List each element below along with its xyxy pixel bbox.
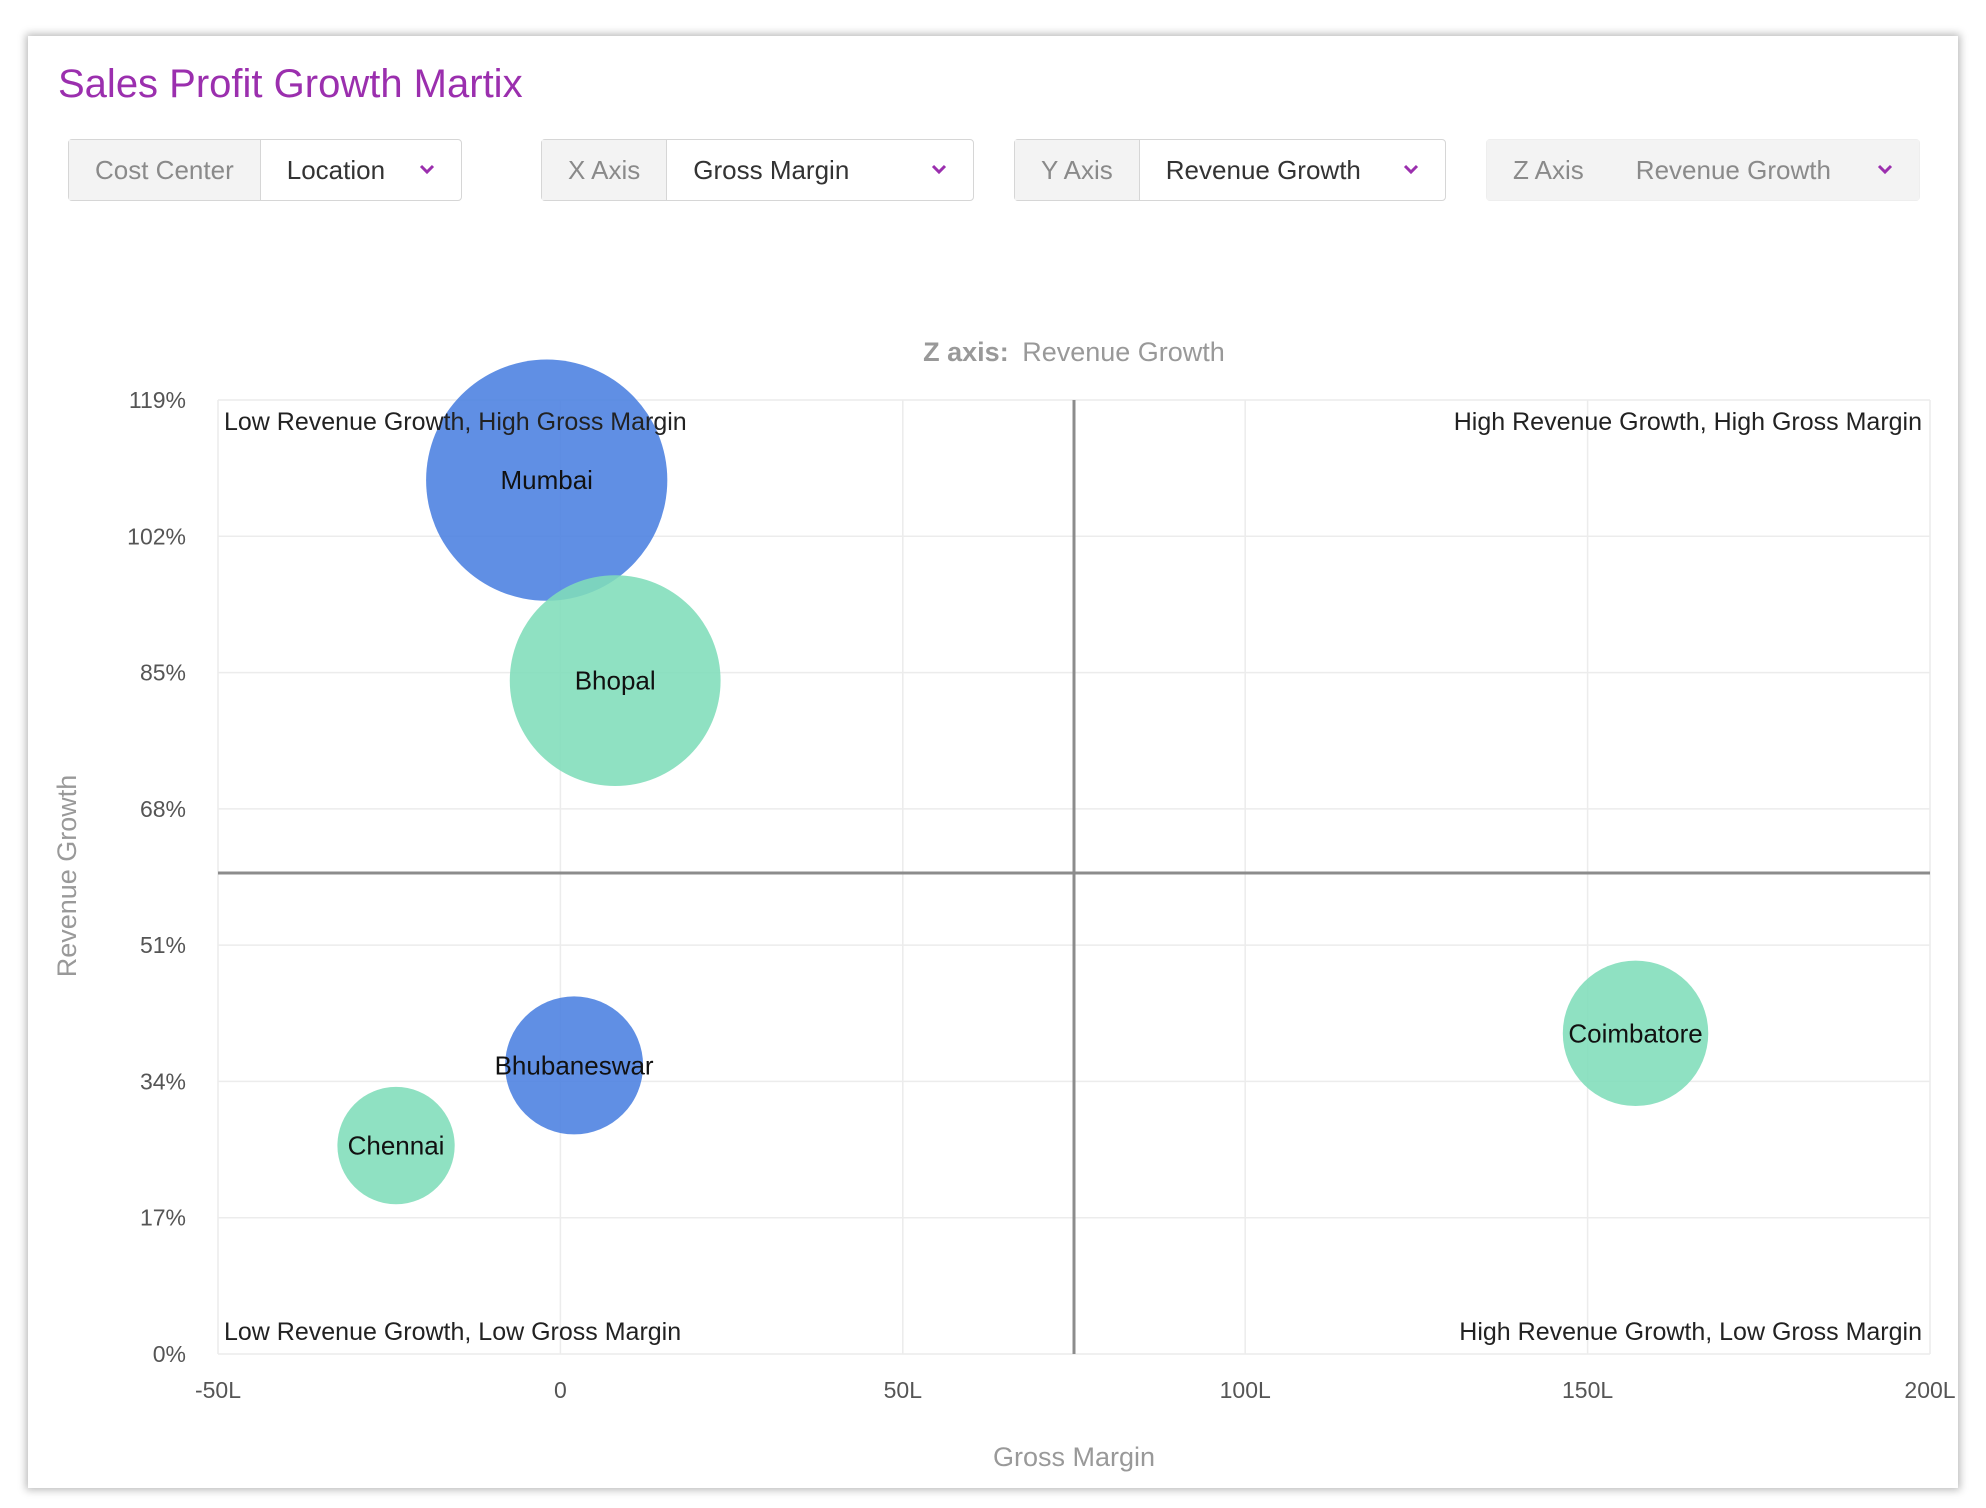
y-axis-label: Y Axis [1015,140,1140,200]
z-axis-title-text: Revenue Growth [1022,337,1225,367]
bubble-coimbatore[interactable] [1562,960,1709,1107]
x-tick-label: 200L [1904,1377,1955,1403]
z-axis-title: Z axis: Revenue Growth [923,337,1225,367]
x-tick-label: 100L [1220,1377,1271,1403]
chevron-down-icon [931,164,947,176]
y-axis-value[interactable]: Revenue Growth [1140,140,1445,200]
x-tick-label: 50L [884,1377,923,1403]
bubble-label: Chennai [348,1131,445,1161]
cost-center-value-text: Location [286,154,386,185]
bubble-label: Bhubaneswar [495,1050,654,1080]
bubble-label: Mumbai [500,465,592,495]
cost-center-value[interactable]: Location [261,140,461,200]
bubble-label: Coimbatore [1568,1018,1702,1048]
quadrant-label-bottom-left: Low Revenue Growth, Low Gross Margin [224,1318,681,1346]
bubble-chennai[interactable] [337,1086,455,1205]
y-tick-label: 68% [140,796,186,822]
x-axis-label: X Axis [542,140,668,200]
y-axis-select[interactable]: Y Axis Revenue Growth [1014,139,1446,201]
page-title: Sales Profit Growth Martix [58,62,523,106]
y-tick-label: 17% [140,1205,186,1231]
y-tick-label: 0% [153,1341,186,1367]
bubble-bhubaneswar[interactable] [505,996,644,1135]
cost-center-select[interactable]: Cost Center Location [68,139,462,201]
quadrant-label-top-right: High Revenue Growth, High Gross Margin [1454,408,1922,436]
x-axis-value-text: Gross Margin [693,154,850,185]
bubble-label: Bhopal [575,666,656,696]
z-axis-label: Z Axis [1487,140,1610,200]
x-axis-value[interactable]: Gross Margin [667,140,973,200]
bubbles: Mumbai Bhopal Bhubaneswar Chennai Coimbatore [337,359,1709,1205]
bubble-mumbai[interactable] [426,359,668,601]
chevron-down-icon [1877,164,1893,176]
y-tick-label: 85% [140,660,186,686]
quadrant-dividers [218,400,1930,1354]
y-axis-value-text: Revenue Growth [1165,154,1361,185]
x-tick-label: -50L [195,1377,241,1403]
cost-center-label: Cost Center [69,140,261,200]
z-axis-value-text: Revenue Growth [1635,154,1831,185]
chart-labels: -50L 0 50L 100L 150L 200L 0% 17% 34% 51% 68% 85% 102… [127,387,1956,1403]
y-tick-label: 119% [129,387,186,413]
quadrant-label-bottom-right: High Revenue Growth, Low Gross Margin [1459,1318,1922,1346]
y-tick-label: 51% [140,932,186,958]
chevron-down-icon [1403,164,1419,176]
quadrant-label-top-left: Low Revenue Growth, High Gross Margin [224,408,687,436]
y-tick-label: 102% [127,523,186,549]
x-tick-label: 0 [554,1377,567,1403]
y-axis-title: Revenue Growth [52,775,82,978]
y-tick-label: 34% [140,1068,186,1094]
x-tick-label: 150L [1562,1377,1613,1403]
z-axis-select[interactable]: Z Axis Revenue Growth [1486,139,1920,201]
bubble-bhopal[interactable] [509,575,721,786]
x-axis-select[interactable]: X Axis Gross Margin [541,139,974,201]
chevron-down-icon [419,164,435,176]
bubble-chart: Mumbai Bhopal Bhubaneswar Chennai Coimbatore… [52,337,1956,1472]
chart-card: Sales Profit Growth Martix Cost Center L… [28,36,1958,1488]
z-axis-value[interactable]: Revenue Growth [1609,140,1919,200]
z-axis-title-bold: Z axis: [923,337,1009,367]
x-axis-title: Gross Margin [993,1442,1155,1472]
